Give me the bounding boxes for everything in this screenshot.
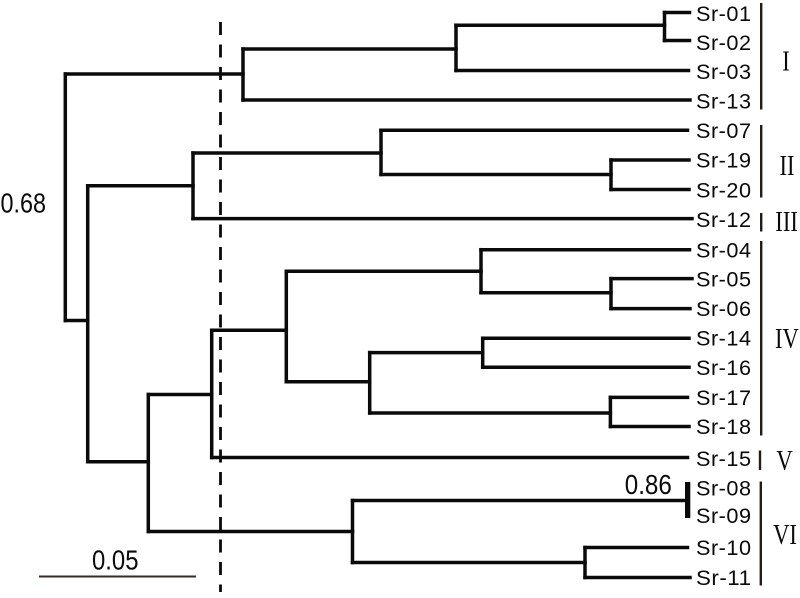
svg-text:Sr-16: Sr-16: [696, 356, 752, 380]
svg-text:III: III: [775, 206, 798, 238]
svg-text:IV: IV: [775, 323, 799, 355]
svg-text:0.68: 0.68: [1, 188, 47, 219]
svg-text:Sr-19: Sr-19: [696, 149, 752, 173]
svg-text:Sr-05: Sr-05: [696, 268, 752, 292]
svg-text:0.86: 0.86: [625, 469, 672, 500]
svg-text:I: I: [782, 45, 790, 77]
svg-text:Sr-02: Sr-02: [696, 31, 752, 55]
svg-text:0.05: 0.05: [92, 545, 139, 576]
svg-text:Sr-04: Sr-04: [696, 239, 752, 263]
svg-text:Sr-12: Sr-12: [696, 208, 752, 232]
svg-text:Sr-11: Sr-11: [696, 566, 752, 590]
svg-text:Sr-07: Sr-07: [696, 119, 752, 143]
svg-text:Sr-15: Sr-15: [696, 447, 752, 471]
svg-text:Sr-09: Sr-09: [696, 504, 752, 528]
svg-text:VI: VI: [773, 519, 797, 551]
svg-text:Sr-06: Sr-06: [696, 297, 752, 321]
svg-text:Sr-01: Sr-01: [696, 2, 752, 26]
svg-text:Sr-20: Sr-20: [696, 179, 752, 203]
svg-text:Sr-03: Sr-03: [696, 60, 752, 84]
svg-text:Sr-14: Sr-14: [696, 327, 752, 351]
svg-text:II: II: [779, 150, 794, 182]
svg-text:Sr-13: Sr-13: [696, 90, 752, 114]
svg-text:Sr-10: Sr-10: [696, 536, 752, 560]
svg-text:V: V: [776, 445, 793, 477]
svg-text:Sr-17: Sr-17: [696, 386, 752, 410]
svg-text:Sr-08: Sr-08: [696, 477, 752, 501]
svg-text:Sr-18: Sr-18: [696, 415, 752, 439]
